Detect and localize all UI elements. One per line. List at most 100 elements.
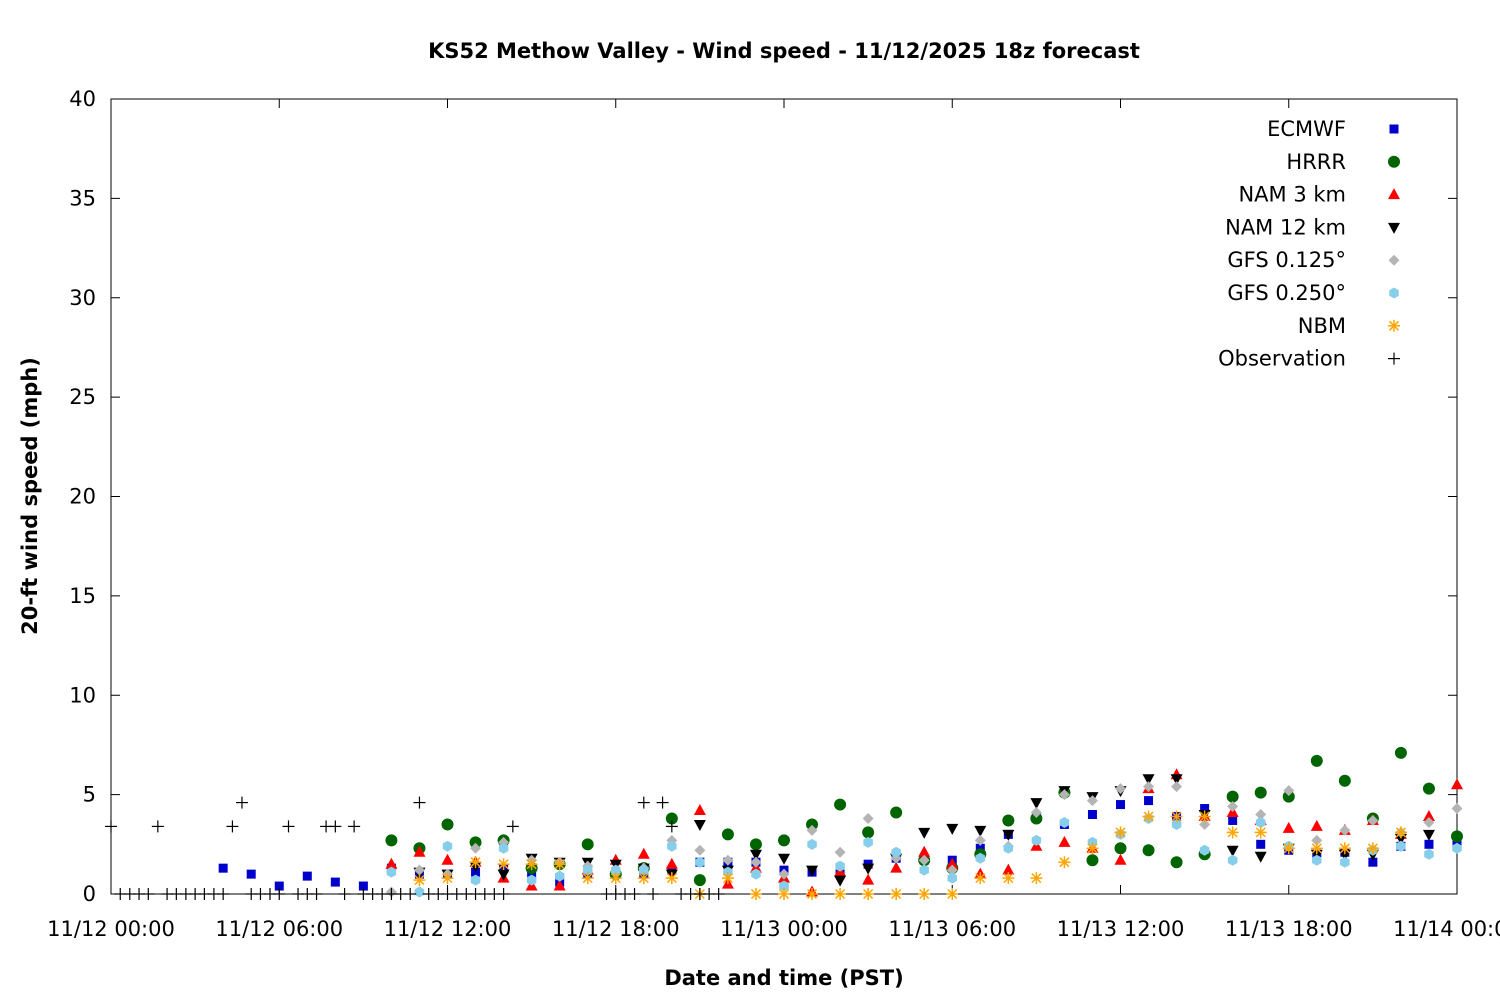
point-observation <box>217 888 230 900</box>
point-hrrr <box>693 874 706 887</box>
point-gfs-0-250 <box>779 880 789 892</box>
point-nam-3-km <box>637 847 650 859</box>
legend-marker <box>1389 124 1399 134</box>
point-nbm <box>1142 810 1155 823</box>
point-nbm <box>1114 826 1127 839</box>
point-observation <box>712 888 725 900</box>
point-hrrr <box>862 826 875 839</box>
point-nbm <box>890 888 903 900</box>
x-tick-label: 11/13 06:00 <box>888 917 1016 941</box>
point-ecmwf <box>246 869 256 879</box>
point-nam-12-km <box>834 875 847 887</box>
point-hrrr <box>1422 782 1435 795</box>
point-nam-12-km <box>1030 798 1043 810</box>
point-ecmwf <box>1087 810 1097 819</box>
point-gfs-0-125 <box>722 854 734 866</box>
point-nbm <box>778 888 790 900</box>
point-hrrr <box>1086 854 1099 867</box>
point-hrrr <box>1451 830 1463 843</box>
legend-marker <box>1388 319 1400 332</box>
point-nbm <box>413 874 426 887</box>
point-observation <box>628 888 641 900</box>
point-hrrr <box>749 838 762 851</box>
point-gfs-0-125 <box>1143 781 1155 793</box>
point-nam-12-km <box>1338 849 1351 861</box>
point-gfs-0-250 <box>835 860 845 872</box>
point-nam-3-km <box>1282 821 1295 833</box>
point-nam-12-km <box>918 827 931 839</box>
point-gfs-0-125 <box>806 824 818 836</box>
legend-label: NAM 12 km <box>1225 215 1346 239</box>
point-hrrr <box>1142 844 1155 857</box>
point-observation <box>329 820 342 833</box>
point-nam-12-km <box>1394 833 1407 845</box>
point-gfs-0-125 <box>1255 809 1267 820</box>
point-gfs-0-250 <box>1424 848 1434 860</box>
point-hrrr <box>665 812 678 825</box>
point-gfs-0-250 <box>386 866 397 878</box>
point-gfs-0-250 <box>442 840 453 852</box>
point-hrrr <box>1114 842 1127 855</box>
y-tick-label: 20 <box>69 485 96 509</box>
point-ecmwf <box>1116 800 1125 810</box>
point-nam-3-km <box>946 857 959 869</box>
point-nam-3-km <box>413 845 426 857</box>
point-gfs-0-125 <box>750 856 762 868</box>
point-nbm <box>1086 842 1099 855</box>
y-tick-label: 25 <box>69 385 96 409</box>
legend-label: HRRR <box>1286 150 1346 174</box>
point-ecmwf <box>218 863 228 873</box>
legend-label: GFS 0.125° <box>1227 248 1346 272</box>
point-observation <box>282 820 295 833</box>
point-gfs-0-125 <box>946 864 958 876</box>
point-nam-3-km <box>553 879 566 891</box>
point-hrrr <box>1254 786 1267 799</box>
legend-marker <box>1388 222 1400 234</box>
x-tick-label: 11/12 18:00 <box>552 917 680 941</box>
point-hrrr <box>385 834 398 847</box>
point-nam-12-km <box>1226 845 1239 857</box>
point-gfs-0-250 <box>1255 816 1266 828</box>
point-nam-12-km <box>974 825 987 837</box>
point-gfs-0-250 <box>751 868 761 880</box>
point-hrrr <box>778 834 790 847</box>
point-gfs-0-125 <box>1227 801 1239 813</box>
point-gfs-0-125 <box>1451 803 1463 815</box>
point-nbm <box>1002 872 1015 885</box>
point-nbm <box>469 856 482 869</box>
point-nbm <box>637 872 650 885</box>
point-nbm <box>441 872 454 885</box>
point-nam-12-km <box>749 849 762 861</box>
point-gfs-0-125 <box>1086 795 1098 807</box>
point-hrrr <box>1310 754 1323 767</box>
point-gfs-0-250 <box>1031 834 1042 846</box>
point-nbm <box>806 888 819 900</box>
point-nbm <box>721 872 734 885</box>
point-gfs-0-250 <box>863 836 873 848</box>
y-tick-label: 5 <box>83 783 96 807</box>
point-observation <box>105 820 117 833</box>
point-nbm <box>1394 826 1407 839</box>
y-tick-label: 10 <box>69 683 96 707</box>
point-gfs-0-250 <box>1312 854 1322 866</box>
point-observation <box>310 888 323 900</box>
point-nam-12-km <box>1142 774 1155 786</box>
series-gfs-0-125 <box>385 781 1463 898</box>
point-ecmwf <box>302 871 312 881</box>
point-gfs-0-250 <box>498 842 509 854</box>
point-gfs-0-250 <box>470 874 481 886</box>
point-nbm <box>1310 842 1323 855</box>
point-nam-12-km <box>806 865 819 877</box>
point-gfs-0-250 <box>975 852 986 864</box>
point-gfs-0-250 <box>1059 816 1070 828</box>
point-gfs-0-125 <box>694 844 706 856</box>
point-observation <box>338 888 351 900</box>
point-nam-3-km <box>665 857 678 869</box>
point-nam-12-km <box>778 853 790 865</box>
series-nbm <box>413 810 1407 900</box>
legend: ECMWF HRRR NAM 3 km NAM 12 km GFS 0.125° GFS … <box>1218 117 1400 371</box>
point-nam-3-km <box>890 861 903 873</box>
y-tick-label: 35 <box>69 186 96 210</box>
point-gfs-0-250 <box>1340 856 1350 868</box>
y-tick-label: 0 <box>83 882 96 906</box>
